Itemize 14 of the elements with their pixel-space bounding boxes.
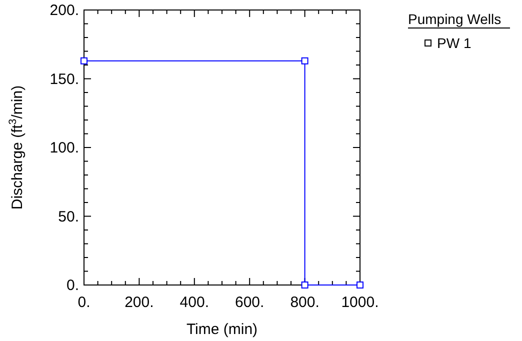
legend-title: Pumping Wells: [408, 11, 502, 27]
y-tick-label: 50.: [58, 208, 79, 226]
y-tick-label: 150.: [50, 70, 79, 88]
x-tick-label: 800.: [290, 294, 320, 311]
x-axis-title: Time (min): [186, 321, 258, 338]
x-tick-label: 400.: [180, 294, 209, 311]
x-tick-label: 0.: [78, 294, 90, 311]
x-tick-label: 200.: [124, 294, 154, 311]
y-tick-label: 0.: [66, 277, 79, 294]
text: PW 1: [437, 35, 472, 51]
y-tick-label: 100.: [50, 140, 79, 156]
y-tick-label: 200.: [50, 2, 79, 19]
x-tick-label: 600.: [235, 294, 264, 311]
x-tick-label: 1000.: [341, 294, 379, 311]
